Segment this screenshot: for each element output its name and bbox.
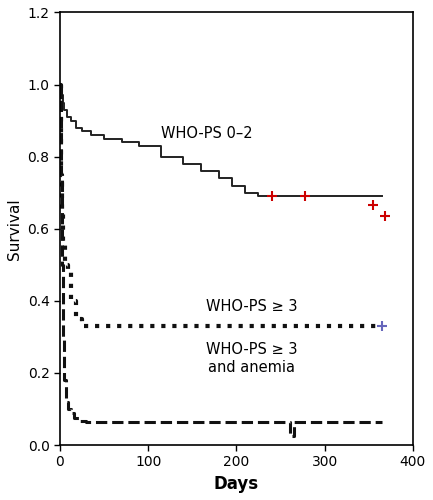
X-axis label: Days: Days	[214, 475, 259, 493]
Y-axis label: Survival: Survival	[7, 198, 22, 260]
Text: WHO-PS ≥ 3: WHO-PS ≥ 3	[206, 299, 297, 314]
Text: WHO-PS ≥ 3
and anemia: WHO-PS ≥ 3 and anemia	[206, 342, 297, 375]
Text: WHO-PS 0–2: WHO-PS 0–2	[162, 126, 253, 140]
